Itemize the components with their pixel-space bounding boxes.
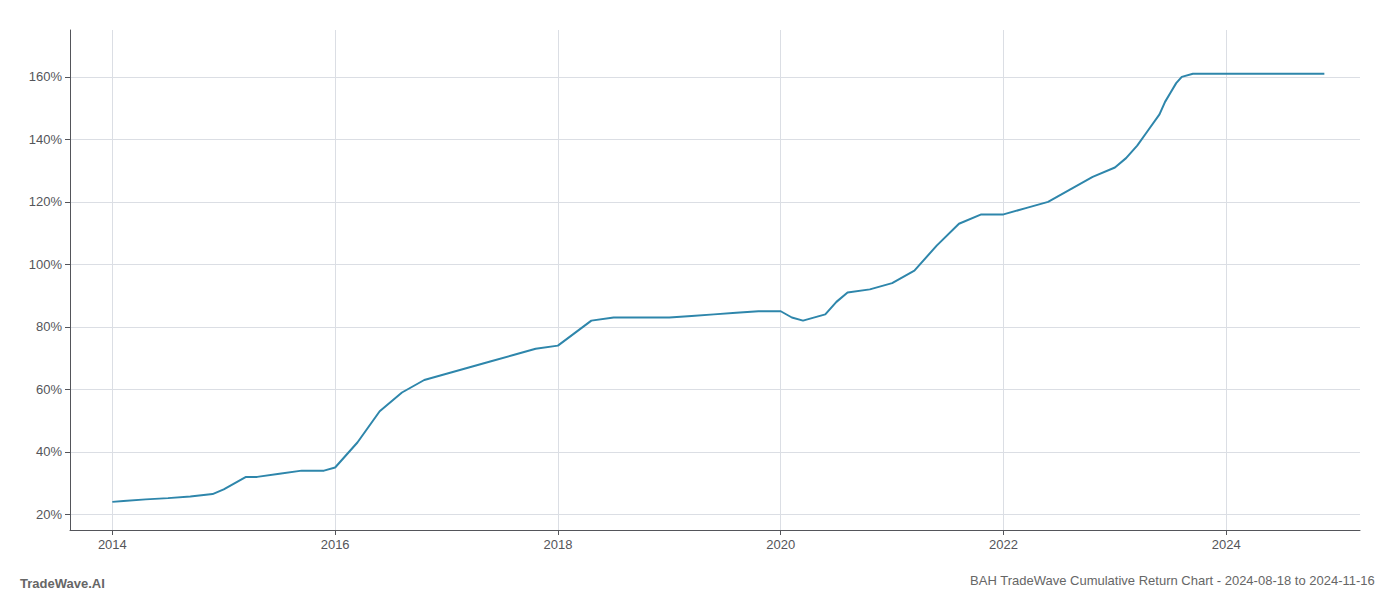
svg-text:80%: 80%	[36, 319, 62, 334]
svg-text:2016: 2016	[321, 537, 350, 552]
svg-text:2022: 2022	[989, 537, 1018, 552]
svg-text:TradeWave.AI: TradeWave.AI	[20, 576, 105, 591]
svg-text:120%: 120%	[29, 194, 63, 209]
svg-text:2020: 2020	[766, 537, 795, 552]
svg-text:60%: 60%	[36, 382, 62, 397]
svg-text:40%: 40%	[36, 444, 62, 459]
svg-text:20%: 20%	[36, 507, 62, 522]
svg-text:2018: 2018	[543, 537, 572, 552]
svg-text:2014: 2014	[98, 537, 127, 552]
svg-text:140%: 140%	[29, 132, 63, 147]
svg-text:BAH TradeWave Cumulative Retur: BAH TradeWave Cumulative Return Chart - …	[970, 573, 1375, 588]
svg-text:160%: 160%	[29, 69, 63, 84]
svg-text:100%: 100%	[29, 257, 63, 272]
svg-text:2024: 2024	[1212, 537, 1241, 552]
